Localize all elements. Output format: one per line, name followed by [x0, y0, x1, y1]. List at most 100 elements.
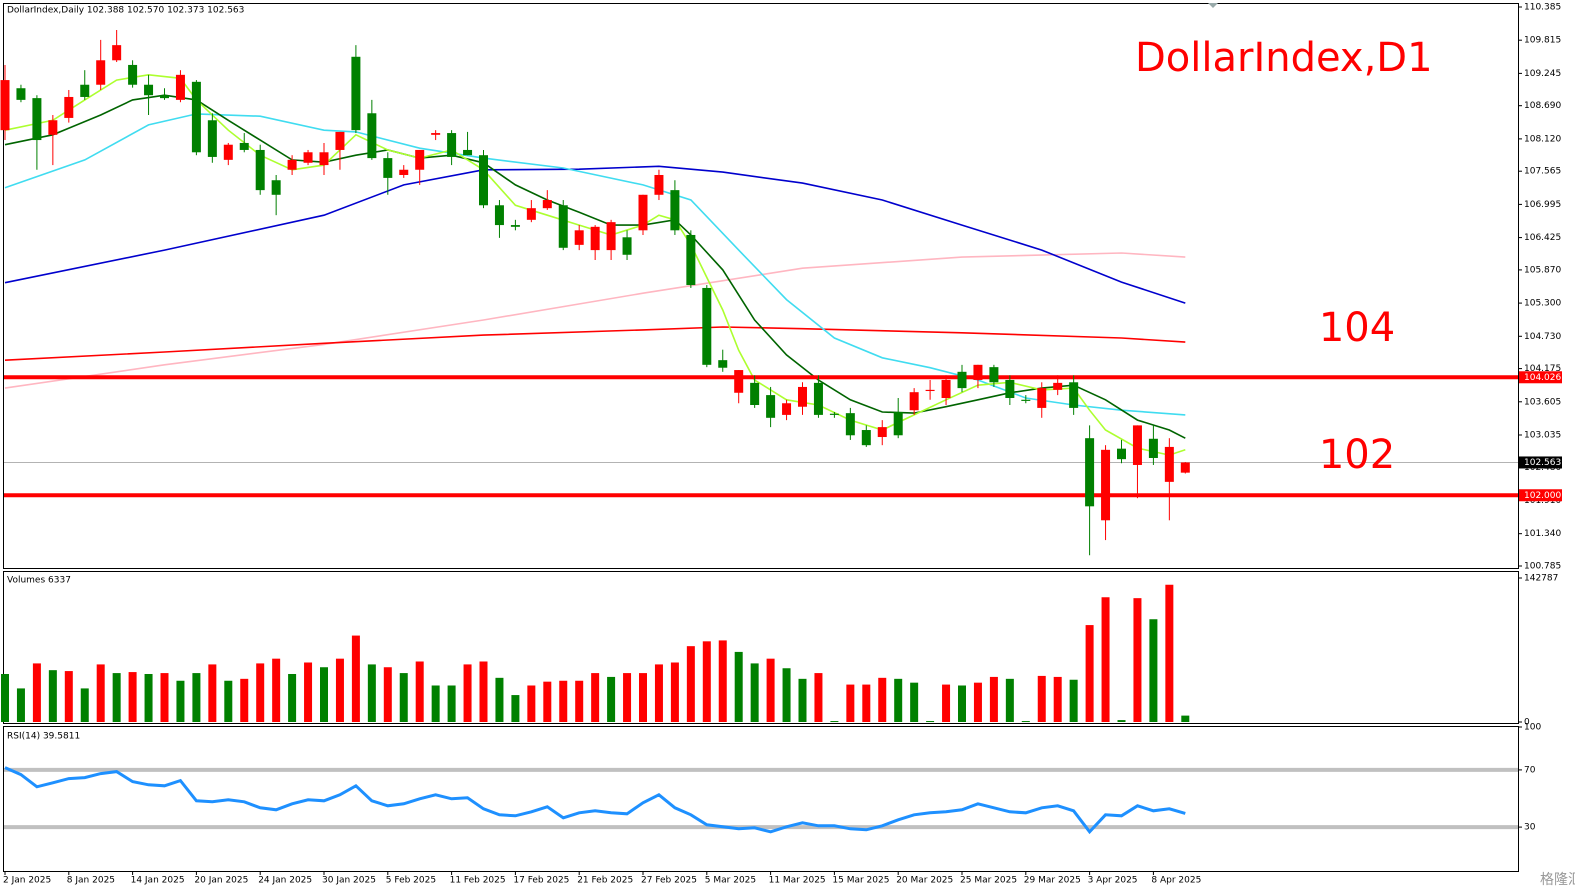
candle-body	[1053, 382, 1063, 390]
volume-bar	[176, 680, 185, 722]
candle-body	[223, 144, 233, 160]
candle-body	[191, 81, 201, 153]
volume-bar	[383, 667, 392, 722]
y-tick-label: 105.300	[1524, 299, 1561, 309]
volume-bar	[1085, 625, 1094, 722]
candle-body	[271, 180, 281, 195]
volume-bar	[862, 684, 871, 722]
y-tick-label: 108.690	[1524, 101, 1561, 111]
candle-body	[798, 386, 807, 407]
volume-bar	[1, 673, 9, 722]
y-tick-label: 101.340	[1524, 529, 1561, 539]
chart-title: DollarIndex,D1	[1135, 35, 1433, 81]
candle-body	[702, 287, 712, 365]
volume-bar	[1181, 715, 1190, 722]
volume-bar	[989, 676, 998, 722]
candle-body	[574, 230, 584, 245]
annotation: 102	[1319, 432, 1395, 478]
candle-body	[750, 382, 760, 405]
x-tick-label: 25 Mar 2025	[960, 876, 1017, 886]
volume-bar	[64, 671, 73, 722]
candle-body	[973, 364, 983, 380]
volume-bar	[256, 663, 265, 722]
candle-body	[383, 158, 393, 178]
annotation: 104	[1319, 305, 1395, 351]
volume-bar	[1101, 597, 1110, 722]
volume-bar	[814, 673, 823, 722]
volume-bar	[511, 695, 520, 722]
last-price-label: 102.563	[1524, 458, 1561, 468]
candle-body	[670, 190, 680, 231]
x-tick-label: 5 Mar 2025	[705, 876, 756, 886]
candle-body	[96, 60, 106, 85]
candle-body	[1180, 462, 1190, 473]
candle-body	[686, 234, 696, 286]
candle-body	[239, 142, 249, 150]
candle-body	[1132, 425, 1142, 465]
volume-bar	[670, 662, 679, 722]
volume-bar	[224, 680, 233, 722]
candle-body	[335, 131, 345, 150]
volume-bar	[128, 672, 137, 722]
volume-bar	[766, 658, 775, 722]
x-tick-label: 24 Jan 2025	[258, 876, 312, 886]
candle-body	[16, 88, 26, 100]
candle-body	[319, 152, 329, 166]
volume-bar	[1117, 720, 1126, 722]
volume-bar	[894, 678, 903, 722]
candle-body	[925, 389, 935, 392]
level-label-box	[1519, 371, 1562, 384]
volume-bar	[80, 688, 89, 722]
y-tick-label: 104.730	[1524, 332, 1561, 342]
volume-bar	[160, 673, 169, 722]
candle-body	[0, 80, 10, 131]
volume-bar	[320, 667, 328, 722]
y-tick-label: 109.245	[1524, 69, 1561, 79]
moving-average	[4, 252, 1186, 389]
volume-bar	[288, 673, 297, 722]
y-tick-label: 100.785	[1524, 562, 1561, 572]
volume-bar	[910, 682, 919, 722]
volume-bar	[335, 658, 344, 722]
volume-bar	[1005, 678, 1014, 722]
candle-body	[829, 413, 839, 415]
volume-bar	[240, 678, 249, 722]
candle-body	[877, 427, 887, 438]
candle-body	[893, 411, 903, 436]
candle-body	[1117, 448, 1126, 460]
volume-title: Volumes 6337	[7, 576, 71, 586]
volume-bar	[686, 646, 695, 722]
candle-body	[606, 222, 616, 251]
x-tick-label: 8 Jan 2025	[67, 876, 115, 886]
x-tick-label: 8 Apr 2025	[1151, 876, 1201, 886]
volume-bar	[958, 685, 966, 722]
candle-body	[255, 149, 265, 191]
candle-body	[718, 360, 728, 368]
volume-bar	[654, 664, 663, 722]
candle-body	[861, 430, 871, 446]
candle-body	[734, 370, 744, 393]
candle-body	[351, 56, 361, 131]
y-tick-label: 103.605	[1524, 397, 1561, 407]
x-tick-label: 27 Feb 2025	[641, 876, 697, 886]
candle-body	[175, 74, 185, 100]
volume-bar	[112, 673, 121, 722]
y-tick-label: 110.385	[1524, 3, 1561, 13]
volume-bar	[32, 663, 41, 722]
candle-body	[782, 403, 792, 415]
y-tick-label: 105.870	[1524, 265, 1561, 275]
candle-body	[447, 133, 457, 157]
volume-bar	[623, 673, 632, 722]
level-label: 102.000	[1524, 491, 1561, 501]
candle-body	[303, 152, 313, 163]
candle-body	[526, 208, 536, 220]
rsi-panel	[3, 726, 1519, 872]
volume-bar	[272, 658, 281, 722]
y-tick-label: 103.035	[1524, 430, 1561, 440]
moving-average	[4, 73, 1186, 456]
candle-body	[766, 395, 776, 418]
x-tick-label: 21 Feb 2025	[577, 876, 633, 886]
candle-body	[399, 169, 409, 175]
volume-bar	[942, 684, 951, 722]
